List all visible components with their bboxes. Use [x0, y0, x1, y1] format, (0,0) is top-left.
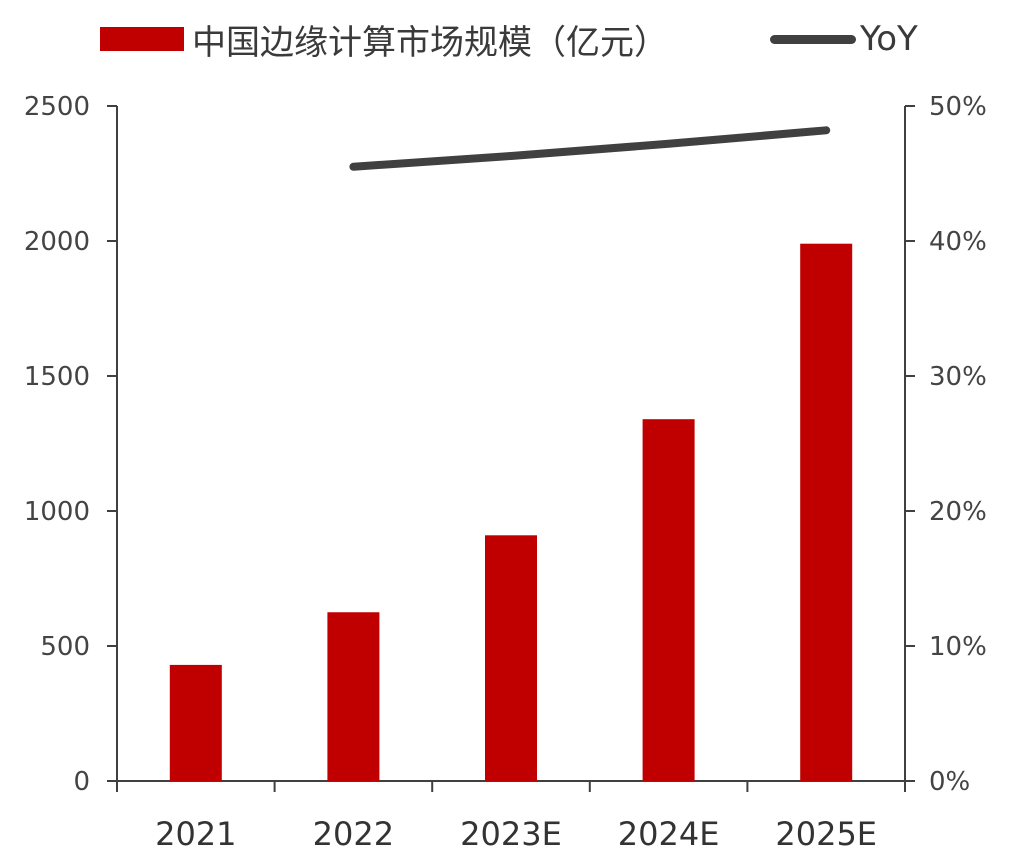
right-axis-tick-label: 30% [929, 362, 987, 392]
right-axis-tick-label: 0% [929, 767, 970, 797]
bar [642, 419, 695, 781]
left-axis-tick-label: 2000 [24, 227, 90, 257]
left-axis-tick-label: 1000 [24, 497, 90, 527]
left-axis-tick-label: 1500 [24, 362, 90, 392]
legend: 中国边缘计算市场规模（亿元） YoY [100, 14, 918, 64]
legend-bar-swatch [100, 27, 184, 51]
x-axis-category-label: 2024E [618, 815, 720, 853]
legend-line-swatch [770, 34, 856, 44]
bar [327, 612, 380, 781]
legend-item-bar: 中国边缘计算市场规模（亿元） [100, 15, 668, 64]
left-axis-tick-label: 0 [73, 767, 90, 797]
bar [800, 243, 853, 781]
legend-bar-label: 中国边缘计算市场规模（亿元） [192, 22, 668, 63]
legend-item-line: YoY [668, 19, 918, 59]
right-axis-tick-label: 10% [929, 632, 987, 662]
legend-line-label: YoY [860, 19, 918, 59]
right-axis-tick-label: 20% [929, 497, 987, 527]
right-axis-tick-label: 50% [929, 92, 987, 122]
bar [169, 664, 222, 781]
right-axis-tick-label: 40% [929, 227, 987, 257]
x-axis-category-label: 2025E [775, 815, 877, 853]
yoy-line [349, 126, 831, 171]
bar [485, 535, 537, 781]
left-axis-tick-label: 500 [40, 632, 90, 662]
left-axis-tick-label: 2500 [24, 92, 90, 122]
x-axis-category-label: 2023E [460, 815, 562, 853]
x-axis-category-label: 2021 [155, 815, 236, 853]
x-axis-category-label: 2022 [313, 815, 394, 853]
